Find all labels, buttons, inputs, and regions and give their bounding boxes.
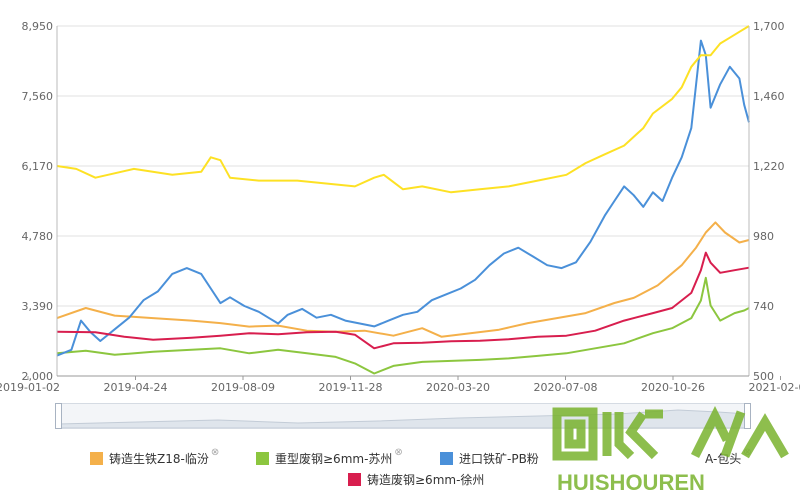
x-tick-label: 2019-04-24: [104, 381, 168, 394]
legend-item-scrap-xuzhou[interactable]: 铸造废钢≥6mm-徐州: [348, 471, 484, 488]
series-line: [56, 251, 750, 350]
y-right-tick-label: 1,700: [753, 20, 785, 33]
y-right-tick-label: 980: [753, 230, 774, 243]
axes: 2,000 500 3,390 740 4,780 980 6,170 1,220 7,560 1…: [0, 20, 800, 394]
legend-label: 进口铁矿-PB粉: [459, 452, 539, 466]
x-tick-label: 2020-07-08: [534, 381, 598, 394]
close-icon[interactable]: ⊗: [210, 447, 220, 458]
series-line: [56, 221, 750, 338]
legend-swatch: [440, 452, 453, 465]
x-tick-label: 2019-01-02: [0, 381, 60, 394]
legend-swatch: [348, 473, 361, 486]
legend-label: A-包头: [705, 452, 742, 466]
legend-swatch: [256, 452, 269, 465]
series-line: [56, 25, 750, 194]
watermark-text: HUISHOUREN: [557, 470, 705, 495]
slider-right-handle[interactable]: [744, 403, 751, 429]
series-line: [56, 39, 750, 357]
close-icon[interactable]: ⊗: [394, 447, 403, 458]
legend-swatch: [90, 452, 103, 465]
x-tick-label: 2021-02-08: [749, 381, 800, 394]
legend-label: 铸造废钢≥6mm-徐州: [367, 473, 485, 487]
legend-label: 铸造生铁Z18-临汾: [109, 452, 209, 466]
y-right-tick-label: 740: [753, 300, 774, 313]
y-right-tick-label: 1,460: [753, 90, 785, 103]
legend-label: 重型废钢≥6mm-苏州: [275, 452, 393, 466]
x-tick-label: 2019-08-09: [211, 381, 275, 394]
price-chart: 2,000 500 3,390 740 4,780 980 6,170 1,220 7,560 1…: [0, 20, 800, 394]
legend: 铸造生铁Z18-临汾 ⊗ 重型废钢≥6mm-苏州 ⊗ 进口铁矿-PB粉 A-包头…: [0, 444, 800, 500]
legend-item-ore-pb[interactable]: 进口铁矿-PB粉: [440, 450, 539, 467]
y-left-tick-label: 3,390: [22, 300, 54, 313]
y-left-tick-label: 7,560: [22, 90, 54, 103]
grid-lines: [57, 25, 749, 377]
y-left-tick-label: 8,950: [22, 20, 54, 33]
y-right-tick-label: 1,220: [753, 160, 785, 173]
series-line: [56, 276, 750, 375]
logo-mark-icon: [552, 405, 789, 461]
x-tick-label: 2020-10-26: [641, 381, 705, 394]
legend-item-iron-linfen[interactable]: 铸造生铁Z18-临汾 ⊗: [90, 447, 220, 467]
y-left-tick-label: 4,780: [22, 230, 54, 243]
slider-left-handle[interactable]: [55, 403, 62, 429]
series-lines: [56, 25, 750, 375]
y-left-tick-label: 2,000: [22, 370, 54, 383]
x-tick-label: 2020-03-20: [426, 381, 490, 394]
legend-item-scrap-suzhou[interactable]: 重型废钢≥6mm-苏州 ⊗: [256, 447, 403, 467]
x-tick-label: 2019-11-28: [319, 381, 383, 394]
y-left-tick-label: 6,170: [22, 160, 54, 173]
y-right-tick-label: 500: [753, 370, 774, 383]
watermark-logo: HUISHOUREN: [545, 404, 800, 500]
